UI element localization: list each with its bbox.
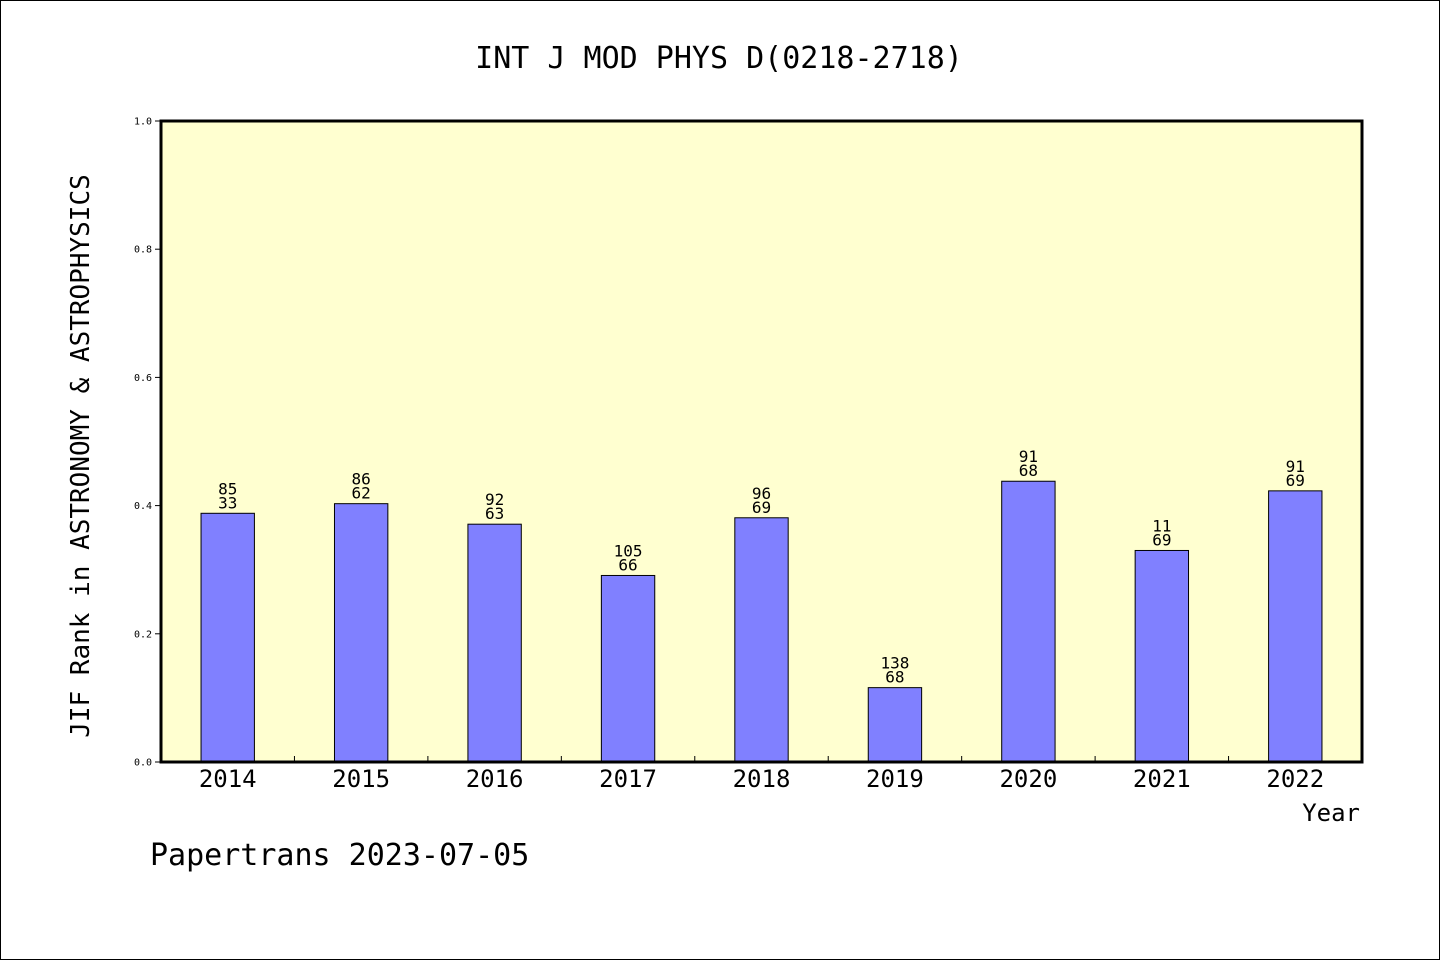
x-tick-label: 2014 [199, 765, 257, 793]
bar-data-label: 68 [885, 668, 904, 687]
y-tick-label: 0.8 [134, 245, 152, 256]
bar-data-label: 85 [218, 479, 237, 498]
bar-2020 [1001, 480, 1056, 763]
bar-data-label: 66 [618, 555, 637, 574]
bar-2017 [600, 574, 656, 763]
bar-data-label: 11 [1152, 516, 1171, 535]
x-tick-label: 2020 [999, 765, 1057, 793]
x-tick-label: 2022 [1266, 765, 1324, 793]
bar-2016 [467, 523, 522, 763]
y-tick-label: 0.4 [134, 501, 152, 512]
y-tick-label: 1.0 [134, 117, 152, 128]
bar-data-label: 62 [352, 484, 371, 503]
bar-data-label: 96 [752, 484, 771, 503]
bar-data-label: 92 [485, 490, 504, 509]
bar-data-label: 63 [485, 504, 504, 523]
bars [200, 480, 1323, 763]
x-tick-label: 2021 [1133, 765, 1191, 793]
y-axis-ticks: 0.0 0.2 0.4 0.6 0.8 1.0 [134, 117, 161, 769]
x-axis-ticks: 2014 2015 2016 2017 2018 2019 2020 2021 2022 [199, 756, 1324, 793]
x-tick-label: 2015 [332, 765, 390, 793]
footer-text: Papertrans 2023-07-05 [150, 838, 529, 873]
plot-border [159, 119, 1364, 764]
y-tick-label: 0.2 [134, 629, 152, 640]
bar-data-label: 91 [1286, 457, 1305, 476]
bar-2014 [200, 512, 255, 763]
bar-data-label: 69 [752, 498, 771, 517]
bar-data-label: 105 [614, 541, 643, 560]
bar-2015 [333, 503, 389, 763]
bar-2022 [1268, 490, 1323, 763]
y-tick-label: 0.6 [134, 373, 152, 384]
bar-data-label: 68 [1019, 461, 1038, 480]
x-tick-label: 2019 [866, 765, 924, 793]
y-tick-label: 0.0 [134, 758, 152, 769]
y-axis-label: JIF Rank in ASTRONOMY & ASTROPHYSICS [66, 174, 96, 738]
bar-data-label: 69 [1286, 471, 1305, 490]
x-axis-label: Year [1302, 799, 1360, 827]
bar-2018 [734, 517, 789, 763]
x-tick-label: 2018 [733, 765, 791, 793]
bar-data-label: 91 [1019, 447, 1038, 466]
bar-data-label: 138 [880, 654, 909, 673]
x-tick-label: 2017 [599, 765, 657, 793]
bar-2019 [867, 687, 923, 763]
bar-data-label: 33 [218, 493, 237, 512]
bar-data-label: 69 [1152, 530, 1171, 549]
chart-title: INT J MOD PHYS D(0218-2718) [475, 41, 963, 76]
bar-2021 [1134, 549, 1190, 763]
bar-data-label: 86 [352, 470, 371, 489]
x-tick-label: 2016 [466, 765, 524, 793]
